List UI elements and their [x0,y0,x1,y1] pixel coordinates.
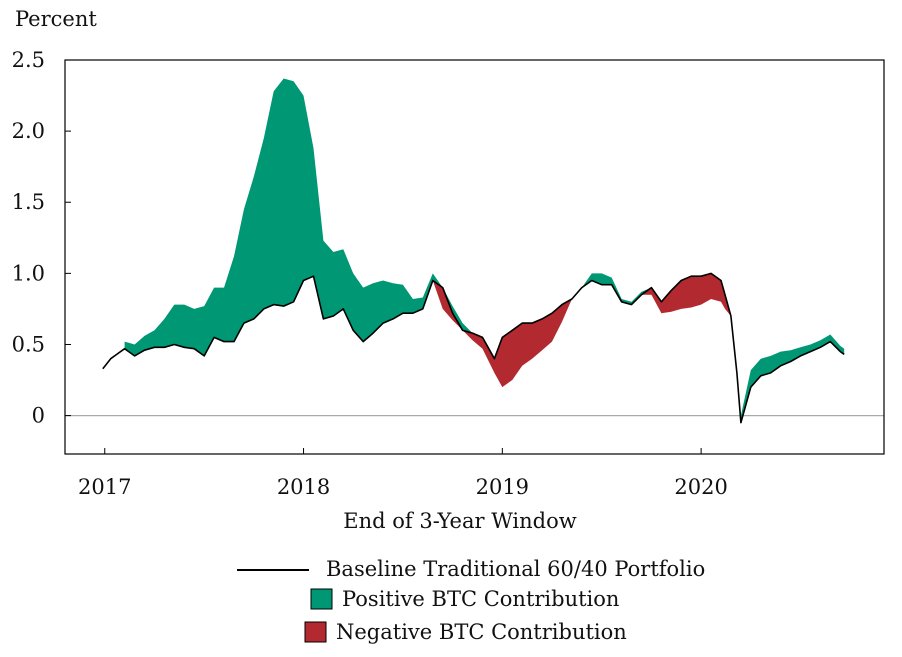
series-layer [65,78,884,424]
positive-btc-contribution-area [124,78,845,423]
plot-frame [64,59,885,455]
x-tick-label: 2017 [78,475,131,499]
legend-negative-label: Negative BTC Contribution [336,620,627,644]
negative-btc-contribution-area [124,273,845,423]
x-axis: 2017 2018 2019 2020 [78,448,728,499]
y-tick-label: 1.5 [12,190,45,214]
x-tick-label: 2020 [674,475,727,499]
y-tick-label: 0 [32,404,45,428]
legend-negative-swatch [304,621,327,643]
x-tick-label: 2018 [277,475,330,499]
y-tick-label: 1.0 [12,261,45,285]
y-tick-label: 0.5 [12,332,45,356]
y-tick-label: 2.5 [12,48,45,72]
plot-area [64,59,885,455]
y-tick-label: 2.0 [12,119,45,143]
legend-positive-label: Positive BTC Contribution [342,587,619,611]
y-axis-title: Percent [15,7,97,31]
y-axis: 0 0.5 1.0 1.5 2.0 2.5 [12,48,71,428]
legend-positive-swatch [310,588,333,610]
legend-baseline-label: Baseline Traditional 60/40 Portfolio [326,557,705,581]
x-tick-label: 2019 [476,475,529,499]
x-axis-title: End of 3-Year Window [343,509,576,533]
legend: Baseline Traditional 60/40 Portfolio Pos… [237,557,705,644]
baseline-portfolio-line [102,272,845,424]
